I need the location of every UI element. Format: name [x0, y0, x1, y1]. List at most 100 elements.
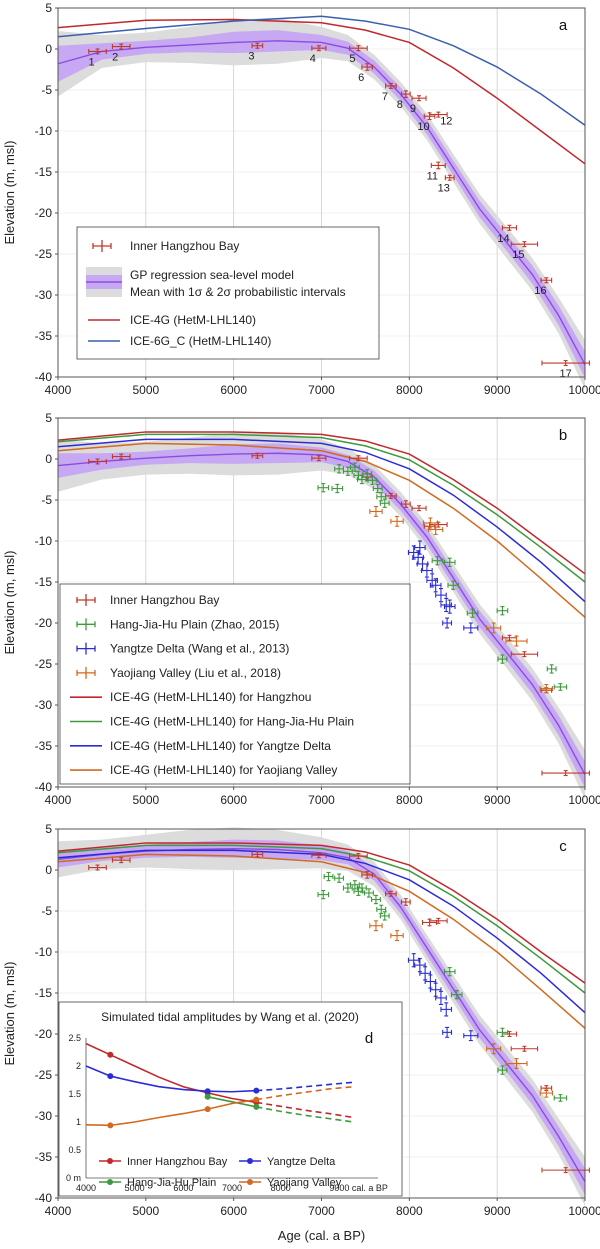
- error-bar-point: [414, 540, 426, 555]
- y-tick-label: 5: [45, 411, 52, 425]
- x-tick-label: 4000: [45, 1204, 72, 1218]
- error-bar-point: [541, 360, 590, 367]
- gp-1sigma-band: [58, 443, 585, 788]
- inset-x-tick-label: 9000 cal. a BP: [329, 1183, 388, 1193]
- point-label: 1: [88, 56, 94, 68]
- legend-label: GP regression sea-level model: [130, 268, 294, 282]
- error-bar-point: [311, 455, 327, 462]
- error-bar-point: [501, 634, 518, 641]
- error-bar-point: [463, 622, 479, 634]
- inset-title: Simulated tidal amplitudes by Wang et al…: [101, 1010, 359, 1024]
- y-tick-label: -5: [41, 493, 52, 507]
- error-bar-point: [372, 483, 383, 494]
- x-tick-label: 6000: [220, 793, 247, 807]
- legend-symbol: [247, 1158, 253, 1164]
- error-bar-point: [369, 920, 383, 932]
- tidal-marker: [204, 1088, 211, 1095]
- y-tick-label: -35: [35, 739, 53, 753]
- inset-x-tick-label: 8000: [271, 1183, 291, 1193]
- tidal-marker: [253, 1087, 260, 1094]
- error-bar-point: [429, 578, 442, 593]
- legend-label: Mean with 1σ & 2σ probabilistic interval…: [130, 285, 346, 299]
- error-bar-point: [379, 498, 390, 508]
- legend-label: ICE-4G (HetM-LHL140): [130, 313, 256, 327]
- error-bar-point: [463, 1030, 479, 1042]
- error-bar-point: [371, 894, 381, 905]
- inset-y-tick-label: 2.5: [68, 1033, 81, 1043]
- error-bar-point: [422, 517, 438, 529]
- gp-2sigma-band: [58, 827, 585, 1207]
- legend-box: [76, 226, 380, 360]
- x-tick-label: 9000: [484, 793, 511, 807]
- x-tick-label: 9000: [484, 383, 511, 397]
- error-bar-point: [435, 990, 447, 1006]
- tidal-line: [85, 1065, 257, 1093]
- error-bar-point: [428, 521, 448, 528]
- error-bar-point: [376, 904, 387, 915]
- error-bar-point: [376, 492, 387, 502]
- inset-y-tick-label: 1: [76, 1117, 81, 1127]
- tidal-marker: [107, 1122, 114, 1129]
- y-tick-label: -20: [35, 206, 53, 220]
- point-label: 7: [382, 91, 388, 103]
- panel-letter: d: [365, 1030, 373, 1047]
- model-line: [57, 842, 586, 984]
- y-tick-label: -40: [35, 1191, 53, 1205]
- error-bar-point: [251, 851, 264, 858]
- error-bar-point: [428, 111, 448, 118]
- x-tick-label: 8000: [396, 383, 423, 397]
- point-label: 5: [349, 53, 355, 65]
- legend-label: Yaojiang Valley: [267, 1177, 342, 1189]
- tidal-line-dashed: [256, 1085, 354, 1101]
- model-line: [57, 18, 586, 165]
- inset-y-tick-label: 1.5: [68, 1089, 81, 1099]
- inset-y-tick-label: 0 m: [66, 1173, 81, 1183]
- x-tick-label: 7000: [308, 383, 335, 397]
- error-bar-point: [450, 989, 463, 1000]
- tidal-line-dashed: [256, 1081, 354, 1092]
- inset-y-tick-label: 2: [76, 1061, 81, 1071]
- error-bar-point: [510, 651, 539, 658]
- y-axis-title: Elevation (m, msl): [2, 961, 17, 1065]
- error-bar-point: [349, 462, 360, 472]
- error-bar-point: [88, 864, 107, 871]
- tidal-marker: [253, 1096, 260, 1103]
- y-tick-label: -25: [35, 657, 53, 671]
- error-bar-point: [539, 683, 554, 694]
- x-tick-label: 8000: [396, 793, 423, 807]
- error-bar-point: [251, 42, 264, 49]
- error-bar-point: [435, 588, 447, 603]
- error-bar-point: [367, 475, 378, 485]
- tidal-marker: [107, 1073, 114, 1080]
- legend-label: Yangtze Delta: [267, 1156, 336, 1168]
- point-label: 9: [410, 103, 416, 115]
- y-axis-title: Elevation (m, msl): [2, 140, 17, 244]
- error-bar-point: [349, 45, 368, 52]
- y-tick-label: -35: [35, 1150, 53, 1164]
- x-tick-label: 10000: [568, 793, 600, 807]
- legend-symbol: [107, 1158, 113, 1164]
- error-bar-point: [400, 898, 411, 906]
- tidal-line: [85, 1042, 257, 1104]
- error-bar-point: [510, 241, 539, 248]
- error-bar-point: [411, 95, 427, 102]
- legend-label: Inner Hangzhou Bay: [130, 239, 239, 253]
- error-bar-point: [486, 622, 502, 634]
- legend-label: Yangtze Delta (Wang et al., 2013): [110, 642, 289, 656]
- error-bar-point: [390, 930, 404, 942]
- point-label: 12: [440, 116, 452, 128]
- error-bar-point: [342, 466, 353, 476]
- legend-label: Hang-Jia-Hu Plain (Zhao, 2015): [110, 617, 279, 631]
- error-bar-point: [539, 1088, 554, 1098]
- error-bar-point: [349, 455, 368, 462]
- model-line: [57, 442, 586, 618]
- y-tick-label: -35: [35, 329, 53, 343]
- error-bar-point: [407, 953, 420, 968]
- error-bar-point: [496, 1027, 509, 1038]
- error-bar-point: [88, 458, 107, 465]
- panel-letter: c: [559, 838, 567, 855]
- legend-label: ICE-4G (HetM-LHL140) for Hangzhou: [110, 690, 311, 704]
- y-tick-label: -5: [41, 904, 52, 918]
- y-axis-title: Elevation (m, msl): [2, 550, 17, 654]
- x-tick-label: 7000: [308, 1204, 335, 1218]
